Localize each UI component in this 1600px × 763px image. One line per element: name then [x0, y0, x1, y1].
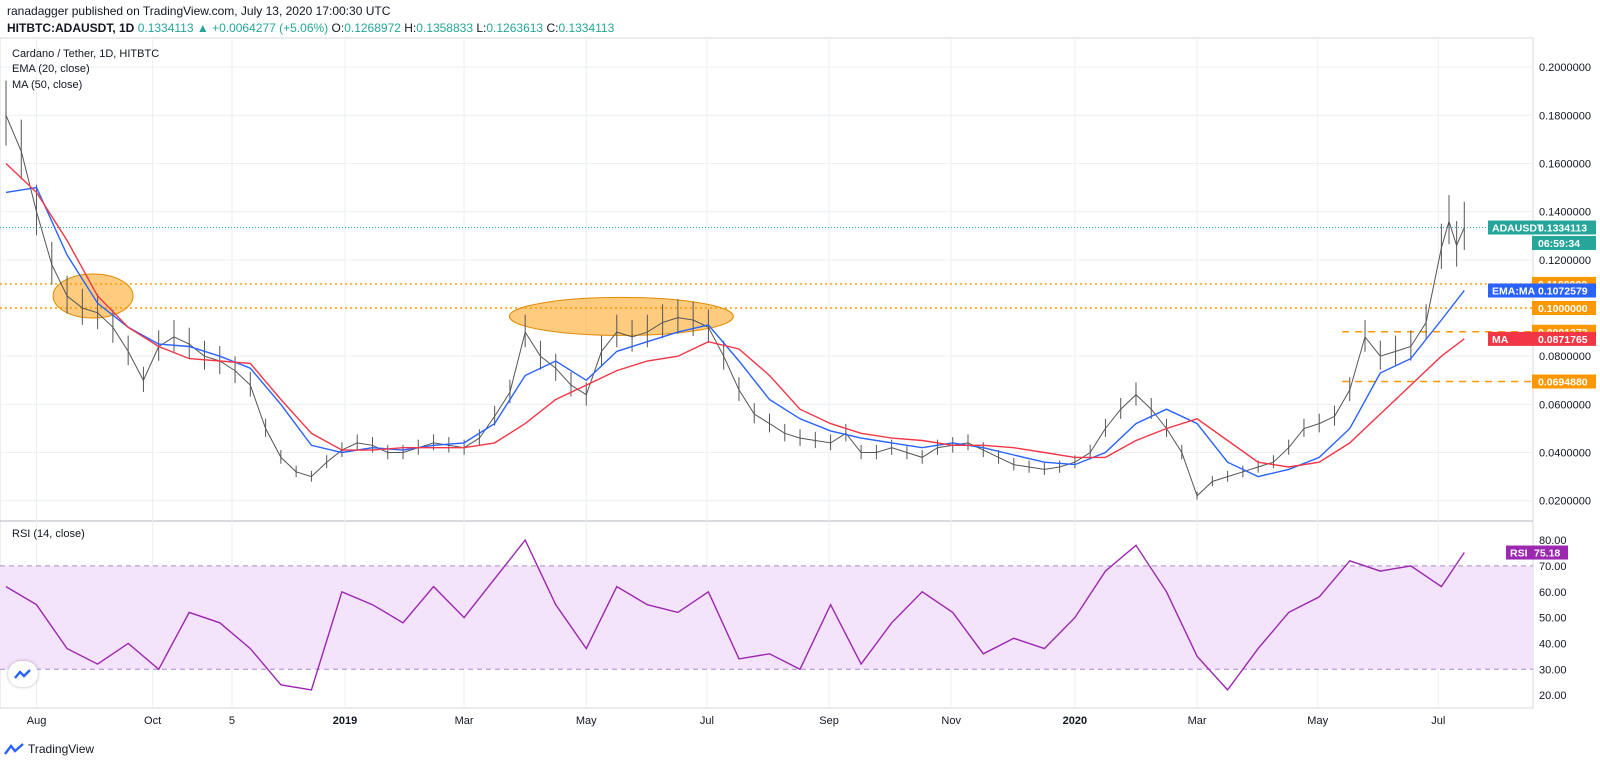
price-tag-box: [1532, 301, 1596, 315]
price-tick-label: 0.0400000: [1539, 448, 1591, 460]
highlight-ellipse: [508, 296, 734, 336]
price-tag: 0.0694880: [1532, 374, 1596, 389]
price-tick-label: 0.1600000: [1539, 158, 1591, 170]
price-tick-label: 0.0200000: [1539, 496, 1591, 508]
price-tag-value: 0.1072579: [1538, 286, 1588, 298]
price-tick-label: 0.0600000: [1539, 399, 1591, 411]
price-tag-box: [1488, 331, 1596, 346]
l-value: 0.1263613: [486, 21, 544, 35]
chart-header: ranadagger published on TradingView.com,…: [7, 3, 614, 37]
ohlc-line: HITBTC:ADAUSDT, 1D 0.1334113 ▲ +0.006427…: [7, 20, 614, 37]
legend-ema: EMA (20, close): [12, 63, 90, 75]
tradingview-logo-text: TradingView: [28, 742, 95, 756]
change-value: 0.1334113 ▲ +0.0064277 (+5.06%): [137, 21, 329, 35]
rsi-overbought-oversold-band: [0, 565, 1533, 670]
price-tag-name: EMA:MA: [1492, 286, 1536, 298]
legend-title: Cardano / Tether, 1D, HITBTC: [12, 48, 159, 60]
legend-rsi: RSI (14, close): [12, 528, 85, 540]
time-tick-label: 5: [229, 715, 235, 727]
tradingview-badge-icon: [14, 669, 31, 679]
h-value: 0.1358833: [416, 21, 473, 35]
price-tag-value: 06:59:34: [1538, 238, 1580, 250]
price-tag-value: 0.1334113: [1538, 223, 1587, 235]
symbol-label: HITBTC:ADAUSDT, 1D: [7, 21, 135, 35]
price-tag-box: [1488, 283, 1596, 298]
o-value: 0.1268972: [344, 21, 401, 35]
time-tick-label: May: [1307, 715, 1328, 727]
rsi-tick-label: 40.00: [1539, 638, 1567, 650]
price-tag: MA 0.0871765: [1488, 331, 1596, 346]
price-tag-value: 0.0694880: [1538, 377, 1588, 389]
price-tick-label: 0.2000000: [1539, 62, 1591, 74]
time-tick-label: Nov: [941, 715, 961, 727]
rsi-tick-label: 50.00: [1539, 613, 1567, 625]
price-tag-box: [1532, 374, 1596, 389]
price-tag-value: 0.1000000: [1538, 303, 1588, 315]
axes: 0.2000000 0.1800000 0.1600000 0.1400000 0.12…: [27, 62, 1591, 727]
annotations: [0, 227, 1533, 383]
legend: Cardano / Tether, 1D, HITBTC EMA (20, cl…: [12, 48, 159, 540]
rsi-tag-name: RSI: [1510, 548, 1528, 560]
tradingview-logo-icon: [4, 743, 24, 755]
ema-line: [5, 186, 1465, 478]
series-layer: [5, 80, 1465, 692]
rsi-tick-label: 60.00: [1539, 587, 1567, 599]
rsi-line: [5, 538, 1465, 692]
price-tag-box: [1488, 220, 1596, 235]
price-tag-name: MA: [1492, 334, 1509, 346]
time-tick-label: Oct: [144, 715, 161, 727]
price-tick-label: 0.1200000: [1539, 255, 1591, 267]
price-tag: EMA:MA 0.1072579: [1488, 283, 1596, 298]
price-tick-label: 0.1800000: [1539, 110, 1591, 122]
time-tick-label: Mar: [1188, 715, 1207, 727]
o-label: O:: [331, 21, 345, 35]
price-tag: 06:59:34: [1532, 235, 1596, 250]
publisher-line: ranadagger published on TradingView.com,…: [7, 4, 391, 18]
c-label: C:: [546, 21, 559, 35]
price-tick-label: 0.1400000: [1539, 207, 1591, 219]
time-tick-label: May: [576, 715, 597, 727]
time-tick-label: Mar: [455, 715, 474, 727]
l-label: L:: [476, 21, 487, 35]
rsi-tick-label: 70.00: [1539, 561, 1567, 573]
rsi-tick-label: 20.00: [1539, 690, 1567, 702]
time-tick-label: Jul: [700, 715, 714, 727]
rsi-tag-value: 75.18: [1534, 548, 1560, 560]
rsi-tick-label: 80.00: [1539, 535, 1567, 547]
price-tag-name: ADAUSDT: [1492, 223, 1544, 235]
tradingview-logo: TradingView: [4, 742, 94, 756]
time-tick-label: 2019: [333, 715, 357, 727]
time-tick-label: Jul: [1431, 715, 1445, 727]
time-tick-label: 2020: [1063, 715, 1087, 727]
rsi-band: [0, 565, 1533, 670]
price-tick-label: 0.0800000: [1539, 351, 1591, 363]
time-tick-label: Sep: [819, 715, 839, 727]
c-value: 0.1334113: [558, 21, 615, 35]
plot-frame: [0, 37, 1534, 709]
rsi-tick-label: 30.00: [1539, 664, 1567, 676]
price-tag: 0.1000000: [1532, 301, 1596, 315]
legend-ma: MA (50, close): [12, 79, 82, 91]
price-tag-box: [1532, 235, 1596, 250]
h-label: H:: [404, 21, 417, 35]
rsi-tag-box: [1506, 545, 1568, 560]
price-tags: ADAUSDT0.133411306:59:340.1100000EMA:MA0…: [1488, 220, 1596, 560]
ma-line: [5, 162, 1465, 468]
tradingview-badge[interactable]: [8, 661, 38, 687]
price-tag-value: 0.0871765: [1538, 334, 1588, 346]
time-tick-label: Aug: [27, 715, 47, 727]
price-line: [5, 115, 1465, 497]
